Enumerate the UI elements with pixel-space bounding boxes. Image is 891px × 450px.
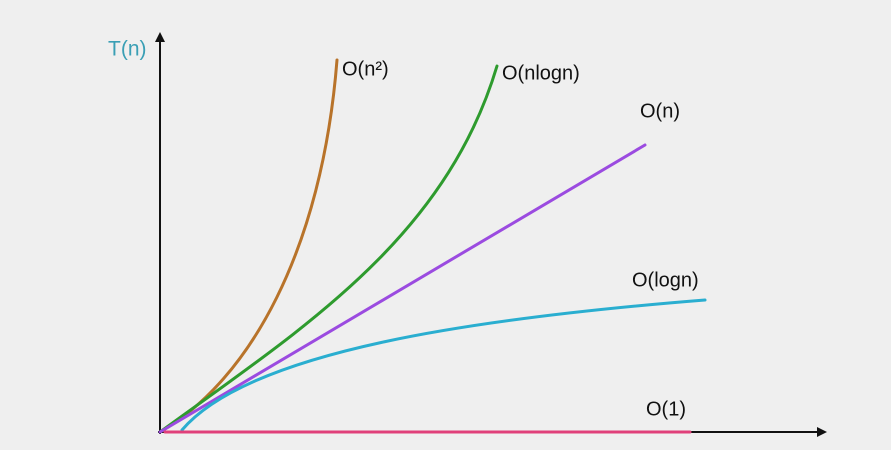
- curve-n-squared: [158, 58, 339, 434]
- y-axis-label: T(n): [108, 38, 147, 61]
- curve-n: [158, 143, 647, 434]
- curve-logn: [180, 298, 707, 432]
- curve-nlogn: [158, 64, 499, 434]
- curve-label: O(logn): [632, 269, 699, 291]
- curve-label: O(nlogn): [502, 62, 580, 84]
- curve-label: O(n): [640, 100, 680, 122]
- curve-label: O(n²): [342, 58, 389, 80]
- curve-label: O(1): [646, 398, 686, 420]
